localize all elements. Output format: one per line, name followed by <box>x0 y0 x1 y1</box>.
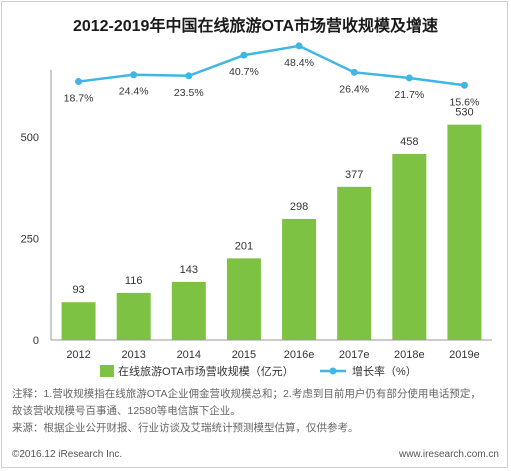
bar-value-label-2012: 93 <box>72 284 84 296</box>
growth-point-2017e <box>350 68 358 76</box>
x-tick-label-2018e: 2018e <box>394 349 425 361</box>
growth-line-series: 18.7% 24.4% 23.5% 40.7% 48.4% 26.4% 21.7% 15.6% <box>64 42 480 108</box>
bar-value-label-2013: 116 <box>125 275 143 287</box>
copyright: ©2016.12 iResearch Inc. <box>12 449 123 460</box>
bar-value-label-2016e: 298 <box>290 201 308 213</box>
axes: 0 250 500 2012 2013 2014 2015 2016e 2017e 2018e 20… <box>21 70 492 361</box>
source-line: 来源：根据企业公开财报、行业访谈及艾瑞统计预测模型估算，仅供参考。 <box>12 422 359 434</box>
bar-2018e <box>392 153 427 340</box>
growth-point-2012 <box>75 78 83 86</box>
bar-2017e <box>337 186 372 340</box>
footnote-line-2: 故该营收规模号百事通、12580等电信旗下企业。 <box>12 405 241 417</box>
bar-value-label-2018e: 458 <box>400 136 418 148</box>
footnote-line-1: 注释：1.营收规模指在线旅游OTA企业佣金营收规模总和；2.考虑到目前用户仍有部… <box>12 388 481 400</box>
growth-point-2013 <box>130 71 138 79</box>
growth-label-2016e: 48.4% <box>284 57 314 69</box>
bar-series: 93 116 143 201 298 377 458 530 <box>61 107 482 340</box>
growth-point-2015 <box>240 51 248 59</box>
bar-value-label-2019e: 530 <box>455 107 473 119</box>
legend-line-label: 增长率（%） <box>352 364 417 378</box>
x-tick-label-2013: 2013 <box>121 349 145 361</box>
x-tick-label-2012: 2012 <box>66 349 90 361</box>
bar-2013 <box>116 292 151 340</box>
growth-point-2014 <box>185 72 193 80</box>
website: www.iresearch.com.cn <box>398 449 499 460</box>
growth-label-2017e: 26.4% <box>339 83 369 95</box>
bar-2015 <box>226 258 261 340</box>
growth-label-2013: 24.4% <box>119 86 149 98</box>
growth-line <box>78 44 465 87</box>
legend-line-marker <box>329 367 337 375</box>
bar-value-label-2017e: 377 <box>345 169 363 181</box>
growth-label-2012: 18.7% <box>64 93 94 105</box>
growth-label-2018e: 21.7% <box>394 89 424 101</box>
y-tick-label-2: 500 <box>21 132 39 144</box>
growth-label-2014: 23.5% <box>174 87 204 99</box>
bar-2019e <box>447 124 482 340</box>
legend-bar-label: 在线旅游OTA市场营收规模（亿元） <box>118 364 294 378</box>
growth-label-2019e: 15.6% <box>450 96 480 108</box>
bar-2014 <box>171 281 206 340</box>
growth-point-2019e <box>460 81 468 89</box>
legend-bar-swatch <box>100 365 114 377</box>
bar-value-label-2014: 143 <box>180 264 198 276</box>
bar-2016e <box>282 218 317 340</box>
x-tick-label-2019e: 2019e <box>449 349 480 361</box>
growth-point-2018e <box>405 74 413 82</box>
x-tick-label-2017e: 2017e <box>339 349 370 361</box>
chart-title: 2012-2019年中国在线旅游OTA市场营收规模及增速 <box>72 18 439 35</box>
y-tick-label-1: 250 <box>21 233 39 245</box>
x-tick-label-2016e: 2016e <box>284 349 315 361</box>
growth-point-2016e <box>295 42 303 50</box>
x-tick-label-2015: 2015 <box>232 349 256 361</box>
legend: 在线旅游OTA市场营收规模（亿元） 增长率（%） <box>100 364 417 378</box>
footnotes: 注释：1.营收规模指在线旅游OTA企业佣金营收规模总和；2.考虑到目前用户仍有部… <box>12 386 502 437</box>
y-tick-label-0: 0 <box>33 335 39 347</box>
bar-2012 <box>61 302 96 340</box>
growth-label-2015: 40.7% <box>229 66 259 78</box>
bar-value-label-2015: 201 <box>235 240 253 252</box>
x-tick-label-2014: 2014 <box>177 349 201 361</box>
